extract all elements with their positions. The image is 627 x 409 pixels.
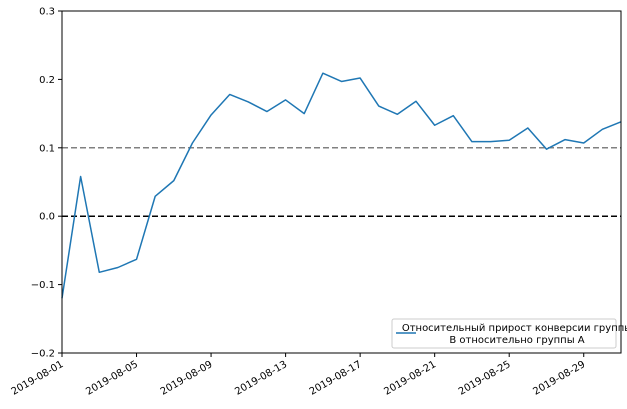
plot-frame: [61, 10, 622, 354]
x-tick-label: 2019-08-05: [84, 359, 140, 398]
series-line: [61, 72, 622, 299]
y-tick-label: −0.1: [31, 280, 55, 291]
y-tick-label: 0.0: [39, 212, 55, 223]
series-layer: [61, 72, 622, 299]
legend: Относительный прирост конверсии группы B …: [391, 318, 627, 349]
x-tick-label: 2019-08-01: [10, 359, 66, 398]
y-tick-label: −0.2: [31, 349, 55, 360]
x-tick-label: 2019-08-21: [382, 359, 438, 398]
legend-label: Относительный прирост конверсии группы B …: [402, 323, 627, 346]
y-tick-label: 0.3: [39, 7, 55, 18]
x-tick-label: 2019-08-25: [457, 359, 513, 398]
x-tick-label: 2019-08-13: [233, 359, 289, 398]
reference-lines: [62, 147, 621, 217]
x-tick-label: 2019-08-17: [308, 359, 364, 398]
x-tick-label: 2019-08-29: [531, 359, 587, 398]
y-tick-label: 0.1: [39, 143, 55, 154]
x-tick-label: 2019-08-09: [159, 359, 215, 398]
y-axis: −0.2 −0.1 0.0 0.1 0.2 0.3: [31, 7, 62, 360]
y-tick-label: 0.2: [39, 75, 55, 86]
x-axis: 2019-08-01 2019-08-05 2019-08-09 2019-08-13…: [10, 353, 587, 398]
legend-box: [391, 318, 617, 349]
